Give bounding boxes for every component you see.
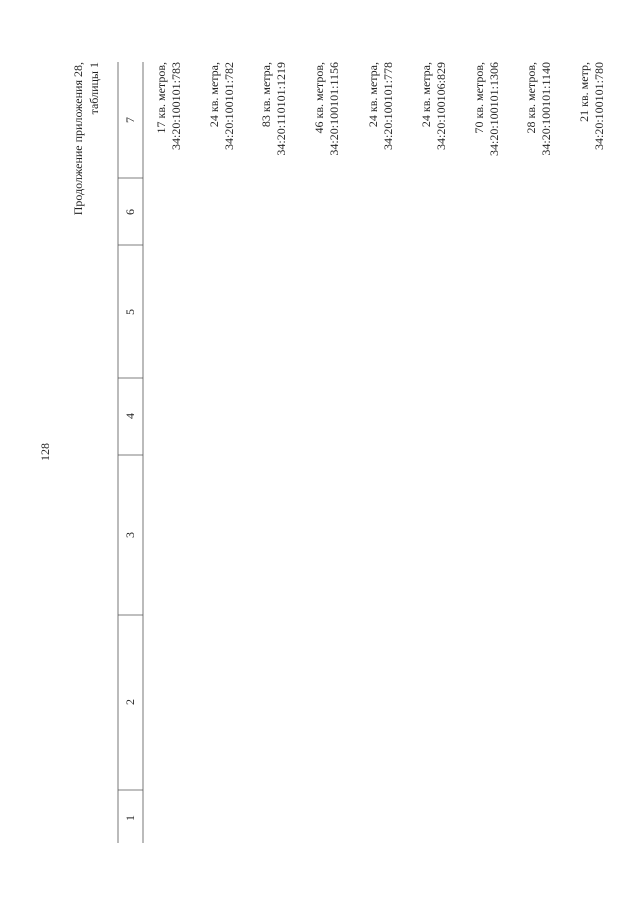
heading-line: Продолжение приложения 28, [71, 62, 85, 215]
cell-text: 34:20:100101:783 [169, 62, 183, 150]
cell-text: 46 кв. метров, [312, 62, 326, 133]
column-number: 6 [123, 209, 137, 215]
cell-text: 34:20:100101:1306 [487, 62, 501, 156]
column-number: 4 [123, 413, 137, 419]
cell-text: 24 кв. метра, [207, 62, 221, 127]
cell-text: 17 кв. метров, [154, 62, 168, 133]
column-number: 2 [123, 699, 137, 705]
column-number: 5 [123, 309, 137, 315]
cell-text: 24 кв. метра, [366, 62, 380, 127]
cell-text: 70 кв. метров, [472, 62, 486, 133]
cell-text: 34:20:100101:1156 [327, 62, 341, 156]
column-number: 7 [123, 117, 137, 123]
column-number: 3 [123, 532, 137, 538]
column-number: 1 [123, 815, 137, 821]
cell-text: 34:20:100101:1140 [539, 62, 553, 156]
heading-line: таблицы 1 [87, 62, 101, 114]
cell-text: 24 кв. метра, [419, 62, 433, 127]
cell-text: 34:20:100106:829 [434, 62, 448, 150]
cell-text: 34:20:100101:778 [381, 62, 395, 150]
cell-text: 21 кв. метр, [577, 62, 591, 122]
page-number: 128 [38, 443, 52, 461]
cell-text: 34:20:100101:782 [222, 62, 236, 150]
cell-text: 28 кв. метров, [524, 62, 538, 133]
cell-text: 83 кв. метра, [259, 62, 273, 127]
cell-text: 34:20:100101:780 [592, 62, 606, 150]
cell-text: 34:20:110101:1219 [274, 62, 288, 156]
